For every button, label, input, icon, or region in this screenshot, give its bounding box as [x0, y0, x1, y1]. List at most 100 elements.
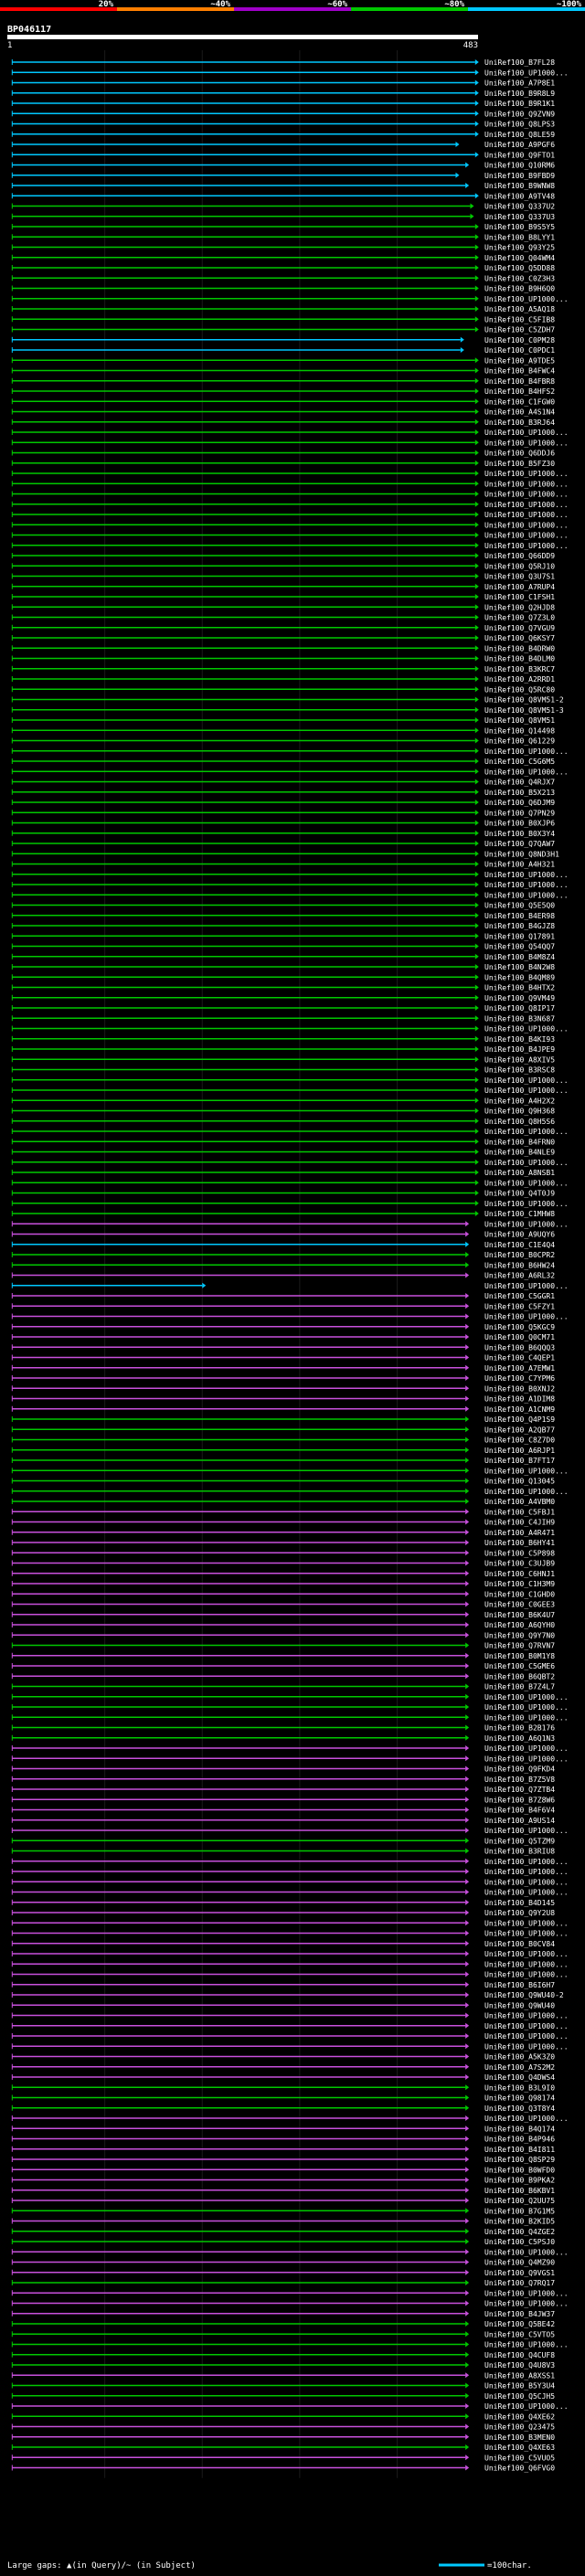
hit-row[interactable]: UniRef100_A2RRD1 [11, 675, 555, 684]
hit-name[interactable]: UniRef100_UP1000... [484, 1488, 569, 1496]
hit-row[interactable]: UniRef100_UP1000... [11, 1313, 569, 1321]
hit-row[interactable]: UniRef100_UP1000... [11, 521, 569, 529]
hit-row[interactable]: UniRef100_UP1000... [11, 1703, 569, 1712]
hit-name[interactable]: UniRef100_B3L9I0 [484, 2083, 555, 2092]
hit-row[interactable]: UniRef100_B0CPR2 [11, 1251, 555, 1259]
hit-row[interactable]: UniRef100_B7G1M5 [11, 2207, 555, 2215]
hit-name[interactable]: UniRef100_UP1000... [484, 1744, 569, 1753]
hit-row[interactable]: UniRef100_UP1000... [11, 429, 569, 437]
hit-row[interactable]: UniRef100_Q8H5S6 [11, 1118, 555, 1126]
hit-row[interactable]: UniRef100_UP1000... [11, 2042, 569, 2051]
hit-name[interactable]: UniRef100_UP1000... [484, 2289, 569, 2297]
hit-row[interactable]: UniRef100_C6HNJ1 [11, 1570, 555, 1578]
hit-name[interactable]: UniRef100_A4S1N4 [484, 408, 555, 417]
hit-name[interactable]: UniRef100_UP1000... [484, 1713, 569, 1722]
hit-name[interactable]: UniRef100_B6QBT2 [484, 1672, 555, 1680]
hit-row[interactable]: UniRef100_B4HTX2 [11, 984, 555, 992]
hit-row[interactable]: UniRef100_C5G6M5 [11, 758, 555, 766]
hit-row[interactable]: UniRef100_C1GHD0 [11, 1590, 555, 1598]
hit-name[interactable]: UniRef100_Q6FVG0 [484, 2465, 555, 2473]
hit-row[interactable]: UniRef100_Q9ZVN9 [11, 110, 555, 118]
hit-name[interactable]: UniRef100_UP1000... [484, 1754, 569, 1763]
hit-row[interactable]: UniRef100_UP1000... [11, 1960, 569, 1968]
hit-row[interactable]: UniRef100_UP1000... [11, 1868, 569, 1876]
hit-row[interactable]: UniRef100_Q10RM6 [11, 162, 555, 170]
hit-name[interactable]: UniRef100_C1E4Q4 [484, 1241, 555, 1249]
hit-row[interactable]: UniRef100_B9H6Q0 [11, 285, 555, 293]
hit-name[interactable]: UniRef100_B6KBV1 [484, 2187, 555, 2195]
hit-row[interactable]: UniRef100_A9TDE5 [11, 356, 555, 365]
hit-row[interactable]: UniRef100_B9WNW8 [11, 182, 555, 190]
hit-name[interactable]: UniRef100_B3RSC8 [484, 1066, 555, 1075]
hit-row[interactable]: UniRef100_UP1000... [11, 532, 569, 540]
hit-name[interactable]: UniRef100_UP1000... [484, 1087, 569, 1095]
hit-row[interactable]: UniRef100_Q8VM51-3 [11, 706, 564, 715]
hit-name[interactable]: UniRef100_C7YPM6 [484, 1374, 555, 1383]
hit-row[interactable]: UniRef100_Q8LPS3 [11, 121, 555, 129]
hit-name[interactable]: UniRef100_B3N687 [484, 1014, 555, 1023]
hit-row[interactable]: UniRef100_Q5TZM9 [11, 1837, 555, 1845]
hit-name[interactable]: UniRef100_C5PSJ0 [484, 2238, 555, 2246]
hit-row[interactable]: UniRef100_B6K4U7 [11, 1611, 555, 1619]
hit-row[interactable]: UniRef100_B9R8L9 [11, 90, 555, 98]
hit-name[interactable]: UniRef100_B3RJ64 [484, 419, 555, 427]
hit-row[interactable]: UniRef100_Q4DWS4 [11, 2073, 555, 2082]
hit-row[interactable]: UniRef100_UP1000... [11, 2032, 569, 2041]
hit-name[interactable]: UniRef100_Q9WU40 [484, 2001, 555, 2009]
hit-row[interactable]: UniRef100_A5AQ18 [11, 305, 555, 313]
hit-row[interactable]: UniRef100_Q4XE62 [11, 2412, 555, 2421]
hit-row[interactable]: UniRef100_Q6KSY7 [11, 634, 555, 642]
hit-row[interactable]: UniRef100_B4JW37 [11, 2310, 555, 2318]
hit-name[interactable]: UniRef100_Q5DD88 [484, 264, 555, 272]
hit-row[interactable]: UniRef100_Q4ZGE2 [11, 2228, 555, 2236]
hit-row[interactable]: UniRef100_A9US14 [11, 1817, 555, 1825]
hit-name[interactable]: UniRef100_Q9VGS1 [484, 2269, 555, 2277]
hit-row[interactable]: UniRef100_A9TV48 [11, 192, 555, 200]
hit-row[interactable]: UniRef100_UP1000... [11, 1025, 569, 1034]
hit-row[interactable]: UniRef100_A9PGF6 [11, 141, 555, 149]
hit-name[interactable]: UniRef100_Q5E5Q0 [484, 902, 555, 910]
hit-name[interactable]: UniRef100_Q8IP17 [484, 1004, 555, 1012]
hit-row[interactable]: UniRef100_C5VTO5 [11, 2330, 555, 2338]
hit-name[interactable]: UniRef100_Q9FKD4 [484, 1765, 555, 1774]
hit-name[interactable]: UniRef100_A2QB77 [484, 1426, 555, 1434]
hit-name[interactable]: UniRef100_UP1000... [484, 1950, 569, 1958]
hit-name[interactable]: UniRef100_Q8SP29 [484, 2156, 555, 2164]
hit-row[interactable]: UniRef100_UP1000... [11, 1200, 569, 1208]
hit-row[interactable]: UniRef100_UP1000... [11, 1179, 569, 1187]
hit-row[interactable]: UniRef100_UP1000... [11, 2300, 569, 2308]
hit-row[interactable]: UniRef100_Q5RC80 [11, 685, 555, 694]
hit-name[interactable]: UniRef100_B5Y3U4 [484, 2382, 555, 2390]
hit-row[interactable]: UniRef100_C0GEE3 [11, 1601, 555, 1609]
hit-row[interactable]: UniRef100_B0XJP6 [11, 820, 555, 828]
hit-name[interactable]: UniRef100_B7Z8W6 [484, 1796, 555, 1804]
hit-row[interactable]: UniRef100_Q9H368 [11, 1108, 555, 1116]
hit-name[interactable]: UniRef100_B4D145 [484, 1899, 555, 1907]
hit-row[interactable]: UniRef100_B4FBR8 [11, 377, 555, 386]
hit-name[interactable]: UniRef100_Q6DDJ6 [484, 450, 555, 458]
hit-name[interactable]: UniRef100_UP1000... [484, 470, 569, 478]
hit-name[interactable]: UniRef100_B4Q174 [484, 2125, 555, 2133]
hit-name[interactable]: UniRef100_Q8ND3H1 [484, 850, 559, 858]
hit-row[interactable]: UniRef100_Q7QAW7 [11, 840, 555, 848]
hit-name[interactable]: UniRef100_B4JW37 [484, 2310, 555, 2318]
hit-row[interactable]: UniRef100_B9R1K1 [11, 100, 555, 108]
hit-name[interactable]: UniRef100_A6RJP1 [484, 1447, 555, 1455]
hit-name[interactable]: UniRef100_UP1000... [484, 2022, 569, 2030]
hit-name[interactable]: UniRef100_UP1000... [484, 2402, 569, 2411]
hit-row[interactable]: UniRef100_C5PSJ0 [11, 2238, 555, 2246]
hit-row[interactable]: UniRef100_A7RUP4 [11, 583, 555, 591]
hit-name[interactable]: UniRef100_C5GGR1 [484, 1292, 555, 1300]
hit-name[interactable]: UniRef100_UP1000... [484, 521, 569, 529]
hit-name[interactable]: UniRef100_Q17891 [484, 932, 555, 940]
hit-name[interactable]: UniRef100_Q7RVN7 [484, 1642, 555, 1650]
hit-name[interactable]: UniRef100_B9R1K1 [484, 100, 555, 108]
hit-name[interactable]: UniRef100_Q61229 [484, 737, 555, 746]
hit-name[interactable]: UniRef100_B6QQQ3 [484, 1343, 555, 1352]
hit-name[interactable]: UniRef100_A4H2X2 [484, 1097, 555, 1105]
hit-name[interactable]: UniRef100_C0PDC1 [484, 346, 555, 355]
hit-row[interactable]: UniRef100_B4I811 [11, 2146, 555, 2154]
hit-name[interactable]: UniRef100_Q8H5S6 [484, 1118, 555, 1126]
hit-row[interactable]: UniRef100_B4DRW0 [11, 644, 555, 652]
hit-row[interactable]: UniRef100_Q8SP29 [11, 2156, 555, 2164]
